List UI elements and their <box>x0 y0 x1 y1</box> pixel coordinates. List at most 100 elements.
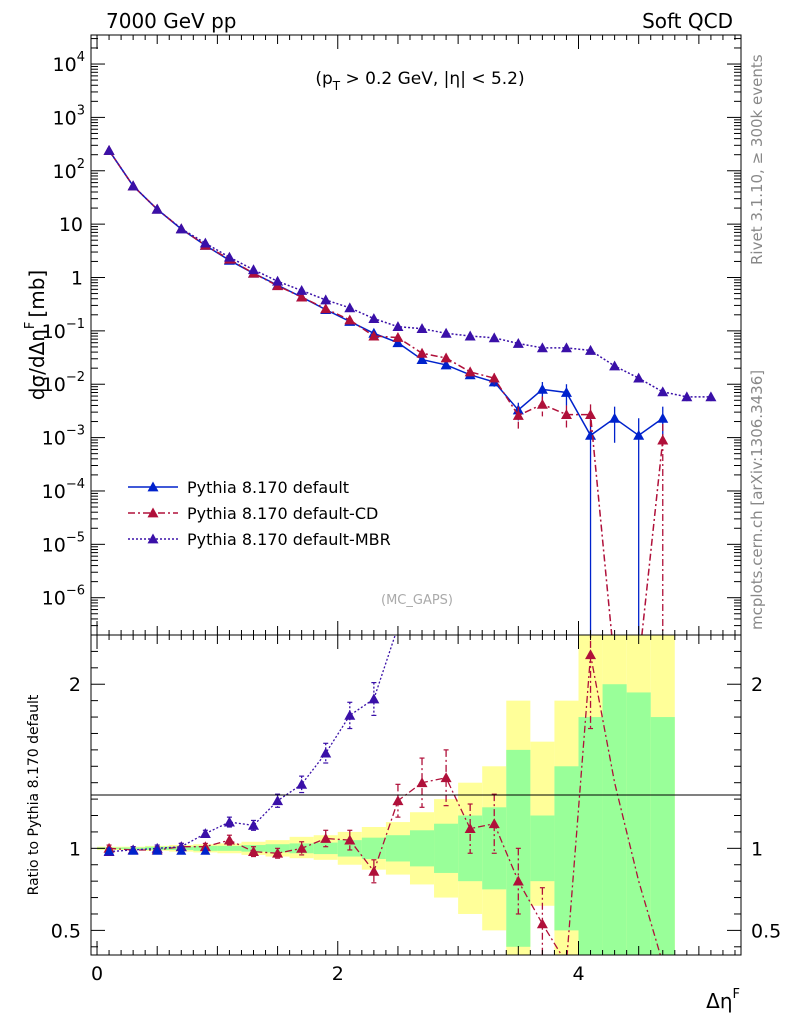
x-tick-label: 4 <box>572 963 584 985</box>
header-process-label: Soft QCD <box>642 9 733 33</box>
ratio-point-0 <box>296 842 308 853</box>
y-tick-label: 10−5 <box>42 530 85 556</box>
y-tick-label: 103 <box>53 103 85 129</box>
cut-annotation: (pT > 0.2 GeV, |η| < 5.2) <box>315 69 524 93</box>
ratio-point-1 <box>199 828 211 838</box>
header-beam-label: 7000 GeV pp <box>106 9 237 33</box>
series-point-2 <box>392 321 404 332</box>
x-tick-label: 0 <box>91 963 103 985</box>
series-point-1 <box>296 291 308 302</box>
series-line-1 <box>108 150 664 635</box>
legend-label: Pythia 8.170 default-CD <box>187 504 378 523</box>
green-band-bin <box>578 717 603 955</box>
legend-label: Pythia 8.170 default-MBR <box>187 530 391 549</box>
series-point-2 <box>151 203 163 214</box>
series-point-2 <box>464 330 476 341</box>
green-band-bin <box>217 845 242 851</box>
x-axis-label: ΔηF <box>706 987 740 1013</box>
ratio-y-tick-label-right: 2 <box>751 674 763 696</box>
green-band-bin <box>530 815 555 882</box>
series-point-0 <box>560 386 572 397</box>
ratio-point-1 <box>344 709 356 720</box>
y-tick-label: 10−2 <box>42 370 85 396</box>
green-band-bin <box>626 692 651 955</box>
legend-marker <box>147 507 159 518</box>
main-y-axis-label: dσ/dΔηF [mb] <box>23 270 49 400</box>
ratio-point-1 <box>296 778 308 789</box>
ratio-line-0 <box>109 654 662 955</box>
series-point-2 <box>488 332 500 343</box>
series-point-0 <box>609 412 621 423</box>
ratio-point-1 <box>248 819 259 830</box>
series-point-2 <box>368 313 380 323</box>
series-point-1 <box>560 409 572 419</box>
ratio-point-0 <box>344 834 356 845</box>
green-band-bin <box>602 684 627 955</box>
mcplots-label: mcplots.cern.ch [arXiv:1306.3436] <box>748 370 766 630</box>
main-y-axis-label-main: dσ/dΔη <box>25 329 49 400</box>
series-line-2 <box>108 150 711 398</box>
series-point-2 <box>272 275 284 286</box>
main-y-axis-label-sup: F <box>23 322 38 329</box>
series-point-0 <box>440 359 452 370</box>
series-point-2 <box>416 323 428 334</box>
series-point-2 <box>560 342 572 353</box>
svg-text:dσ/dΔηF[mb]: dσ/dΔηF [mb] <box>23 270 49 400</box>
x-tick-label: 2 <box>332 963 344 985</box>
ratio-point-0 <box>320 832 332 843</box>
legend-marker <box>147 481 159 492</box>
ratio-point-1 <box>368 693 380 704</box>
series-point-2 <box>440 327 452 338</box>
ratio-point-1 <box>272 795 284 806</box>
series-line-0 <box>108 150 664 437</box>
ratio-point-0 <box>416 777 428 788</box>
series-point-0 <box>416 354 428 364</box>
series-point-1 <box>392 332 404 342</box>
series-point-2 <box>705 391 717 402</box>
series-point-2 <box>657 386 669 397</box>
series-point-2 <box>320 294 332 305</box>
series-point-2 <box>681 391 693 402</box>
series-point-2 <box>344 302 356 313</box>
series-point-1 <box>488 372 500 383</box>
green-band-bin <box>554 766 579 931</box>
series-point-1 <box>536 398 548 409</box>
series-point-0 <box>633 429 645 440</box>
series-point-1 <box>416 347 428 358</box>
series-point-0 <box>585 429 597 440</box>
ratio-point-0 <box>368 865 380 876</box>
series-point-1 <box>512 409 524 420</box>
series-point-2 <box>609 360 621 371</box>
ratio-y-tick-label: 1 <box>69 838 81 860</box>
series-point-1 <box>464 366 476 377</box>
green-band-bin <box>313 842 338 855</box>
main-y-axis-label-unit: [mb] <box>25 270 49 318</box>
y-tick-label: 10−1 <box>42 317 85 343</box>
y-tick-label: 10 <box>59 214 83 236</box>
ratio-line-1 <box>109 635 396 853</box>
ratio-point-0 <box>223 834 235 845</box>
series-point-2 <box>127 180 139 191</box>
ratio-point-0 <box>392 795 404 806</box>
green-band-bin <box>650 717 675 955</box>
ratio-plot-frame <box>90 634 742 956</box>
ratio-point-0 <box>585 649 597 660</box>
ratio-y-tick-label-right: 1 <box>751 838 763 860</box>
y-tick-label: 104 <box>53 50 85 76</box>
series-point-0 <box>392 337 404 348</box>
x-axis-label-sup: F <box>733 987 740 1002</box>
ratio-reference-point <box>104 845 115 855</box>
ratio-point-0 <box>464 823 476 834</box>
main-plot-marks <box>103 144 717 635</box>
series-point-1 <box>585 409 597 419</box>
ratio-y-axis-label: Ratio to Pythia 8.170 default <box>26 694 42 895</box>
cut-annotation-sub: T <box>332 79 341 93</box>
series-point-1 <box>368 330 380 341</box>
cut-annotation-post: > 0.2 GeV, |η| < 5.2) <box>340 69 525 89</box>
series-point-0 <box>657 412 669 423</box>
ratio-point-0 <box>536 918 548 929</box>
ratio-reference-point <box>176 845 187 855</box>
series-point-2 <box>248 264 259 275</box>
